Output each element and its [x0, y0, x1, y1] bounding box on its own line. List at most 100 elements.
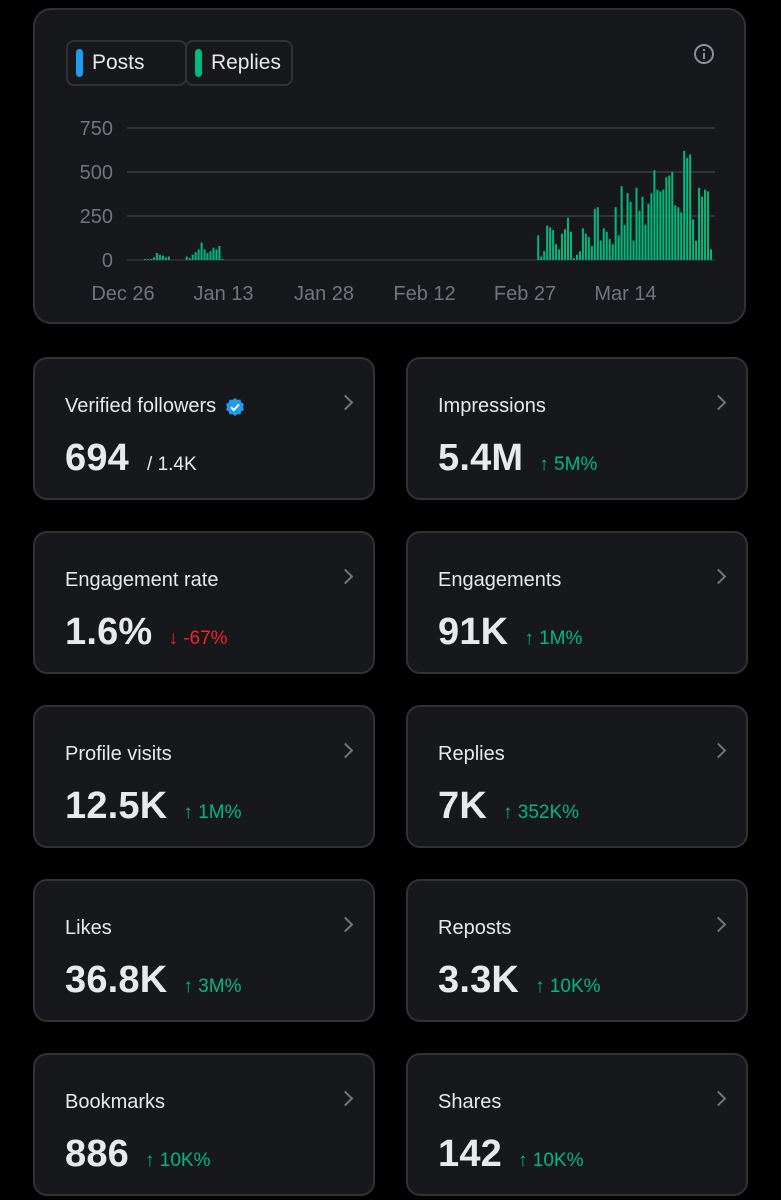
reply-bar[interactable] [698, 187, 701, 260]
reply-bar[interactable] [659, 191, 662, 260]
reply-bar[interactable] [593, 208, 596, 260]
reply-bar[interactable] [561, 233, 564, 260]
reply-bar[interactable] [144, 259, 146, 260]
reply-bar[interactable] [632, 240, 635, 260]
reply-bar[interactable] [546, 225, 549, 260]
reply-bar[interactable] [620, 186, 623, 260]
reply-bar[interactable] [650, 193, 653, 260]
reply-bar[interactable] [552, 230, 555, 260]
chevron-right-icon[interactable] [710, 394, 727, 411]
reply-bar[interactable] [155, 252, 158, 260]
metric-card-profile-visits[interactable]: Profile visits 12.5K ↑ 1M% [33, 705, 375, 848]
metric-card-impressions[interactable]: Impressions 5.4M ↑ 5M% [406, 357, 748, 500]
reply-bar[interactable] [626, 193, 629, 260]
reply-bar[interactable] [146, 259, 149, 260]
reply-bar[interactable] [641, 196, 644, 260]
reply-bar[interactable] [164, 257, 167, 260]
metric-card-engagements[interactable]: Engagements 91K ↑ 1M% [406, 531, 748, 674]
metric-card-bookmarks[interactable]: Bookmarks 886 ↑ 10K% [33, 1053, 375, 1196]
metric-card-shares[interactable]: Shares 142 ↑ 10K% [406, 1053, 748, 1196]
reply-bar[interactable] [668, 175, 671, 260]
info-icon[interactable] [694, 44, 714, 64]
legend-replies-toggle[interactable]: Replies [185, 40, 293, 86]
reply-bar[interactable] [221, 259, 224, 260]
metric-card-replies[interactable]: Replies 7K ↑ 352K% [406, 705, 748, 848]
reply-bar[interactable] [564, 229, 567, 260]
reply-bar[interactable] [605, 231, 608, 260]
reply-bar[interactable] [608, 238, 611, 260]
reply-bar[interactable] [689, 154, 692, 260]
legend-posts-toggle[interactable]: Posts [66, 40, 187, 86]
reply-bar[interactable] [152, 257, 155, 260]
reply-bar[interactable] [167, 256, 170, 260]
reply-bar[interactable] [584, 233, 587, 260]
reply-bar[interactable] [558, 249, 561, 260]
reply-bar[interactable] [629, 201, 632, 260]
metric-card-engagement-rate[interactable]: Engagement rate 1.6% ↓ -67% [33, 531, 375, 674]
reply-bar[interactable] [704, 189, 707, 260]
reply-bar[interactable] [543, 251, 546, 260]
reply-bar[interactable] [602, 228, 605, 260]
chevron-right-icon[interactable] [710, 568, 727, 585]
reply-bar[interactable] [567, 217, 570, 260]
chevron-right-icon[interactable] [337, 1090, 354, 1107]
reply-bar[interactable] [674, 205, 677, 260]
reply-bar[interactable] [537, 235, 540, 260]
reply-bar[interactable] [197, 249, 200, 260]
metric-card-reposts[interactable]: Reposts 3.3K ↑ 10K% [406, 879, 748, 1022]
reply-bar[interactable] [596, 207, 599, 260]
reply-bar[interactable] [212, 247, 215, 260]
reply-bar[interactable] [555, 244, 558, 260]
metric-card-verified-followers[interactable]: Verified followers 694 / 1.4K [33, 357, 375, 500]
reply-bar[interactable] [617, 235, 620, 260]
reply-bar[interactable] [188, 258, 191, 260]
reply-bar[interactable] [665, 177, 668, 260]
reply-bar[interactable] [644, 224, 647, 260]
chevron-right-icon[interactable] [337, 394, 354, 411]
chevron-right-icon[interactable] [710, 742, 727, 759]
reply-bar[interactable] [191, 254, 194, 260]
reply-bar[interactable] [218, 245, 221, 260]
reply-bar[interactable] [572, 258, 575, 260]
reply-bar[interactable] [647, 203, 650, 260]
reply-bar[interactable] [209, 251, 212, 260]
reply-bar[interactable] [569, 231, 572, 260]
reply-bar[interactable] [614, 207, 617, 260]
reply-bar[interactable] [656, 189, 659, 260]
reply-bar[interactable] [149, 259, 152, 260]
reply-bar[interactable] [581, 228, 584, 260]
reply-bar[interactable] [161, 255, 164, 260]
reply-bar[interactable] [686, 157, 689, 260]
reply-bar[interactable] [158, 254, 161, 260]
reply-bar[interactable] [587, 237, 590, 260]
reply-bar[interactable] [578, 251, 581, 260]
reply-bar[interactable] [677, 207, 680, 260]
reply-bar[interactable] [549, 227, 552, 260]
reply-bar[interactable] [599, 240, 602, 260]
reply-bar[interactable] [662, 189, 665, 260]
reply-bar[interactable] [635, 187, 638, 260]
reply-bar[interactable] [215, 249, 218, 260]
reply-bar[interactable] [701, 196, 704, 260]
reply-bar[interactable] [575, 254, 578, 260]
reply-bar[interactable] [683, 150, 686, 260]
reply-bar[interactable] [611, 244, 614, 260]
chevron-right-icon[interactable] [337, 916, 354, 933]
chevron-right-icon[interactable] [337, 568, 354, 585]
chevron-right-icon[interactable] [710, 1090, 727, 1107]
reply-bar[interactable] [653, 170, 656, 260]
reply-bar[interactable] [671, 172, 674, 260]
reply-bar[interactable] [206, 252, 209, 260]
metric-card-likes[interactable]: Likes 36.8K ↑ 3M% [33, 879, 375, 1022]
reply-bar[interactable] [200, 242, 203, 260]
reply-bar[interactable] [638, 210, 641, 260]
reply-bar[interactable] [692, 219, 695, 260]
reply-bar[interactable] [540, 256, 543, 260]
reply-bar[interactable] [623, 224, 626, 260]
reply-bar[interactable] [710, 249, 712, 260]
reply-bar[interactable] [194, 252, 197, 260]
chevron-right-icon[interactable] [710, 916, 727, 933]
reply-bar[interactable] [707, 191, 710, 260]
reply-bar[interactable] [680, 212, 683, 260]
reply-bar[interactable] [185, 256, 188, 260]
